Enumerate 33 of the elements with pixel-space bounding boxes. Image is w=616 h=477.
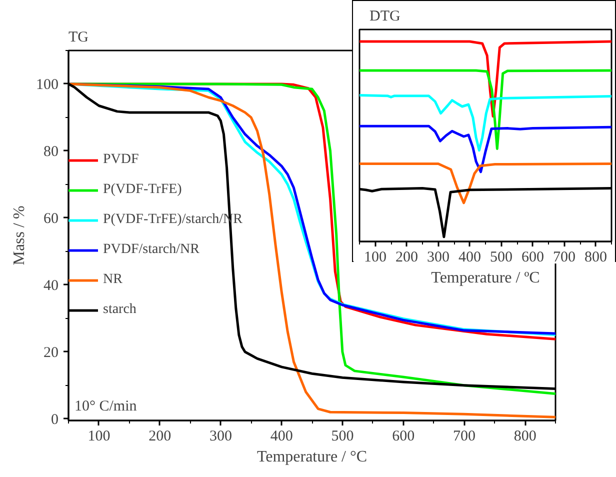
x-axis-title: Temperature / ºC [431,270,540,286]
x-tick-label: 400 [270,428,293,444]
x-tick-label: 700 [452,428,476,444]
x-tick-label: 600 [522,250,544,266]
x-tick-label: 100 [364,250,386,266]
legend-label: NR [103,272,123,288]
legend-label: P(VDF-TrFE) [103,182,182,198]
x-tick-label: 600 [392,428,415,444]
x-tick-label: 300 [427,250,450,266]
chart-title: TG [68,30,89,46]
y-tick-label: 60 [44,210,58,227]
x-tick-label: 400 [458,250,481,266]
x-tick-label: 500 [490,250,512,266]
y-tick-label: 20 [44,344,58,361]
x-tick-label: 300 [209,428,232,444]
x-tick-label: 800 [584,250,607,266]
annotation: 10° C/min [74,398,138,414]
x-tick-label: 700 [553,250,576,266]
legend-label: PVDF [103,152,139,168]
x-tick-label: 100 [88,428,110,444]
legend-label: PVDF/starch/NR [103,242,200,258]
chart-title: DTG [370,8,400,24]
y-tick-label: 100 [36,76,58,93]
x-tick-label: 200 [148,428,172,444]
x-tick-label: 500 [331,428,354,444]
y-axis-title: Mass / % [11,206,28,266]
x-tick-label: 800 [514,428,536,444]
x-tick-label: 200 [396,250,418,266]
y-tick-label: 40 [44,278,58,294]
y-tick-label: 80 [44,144,58,160]
legend-label: starch [103,302,136,318]
x-axis-title: Temperature / °C [256,448,368,466]
y-tick-label: 0 [51,412,58,428]
